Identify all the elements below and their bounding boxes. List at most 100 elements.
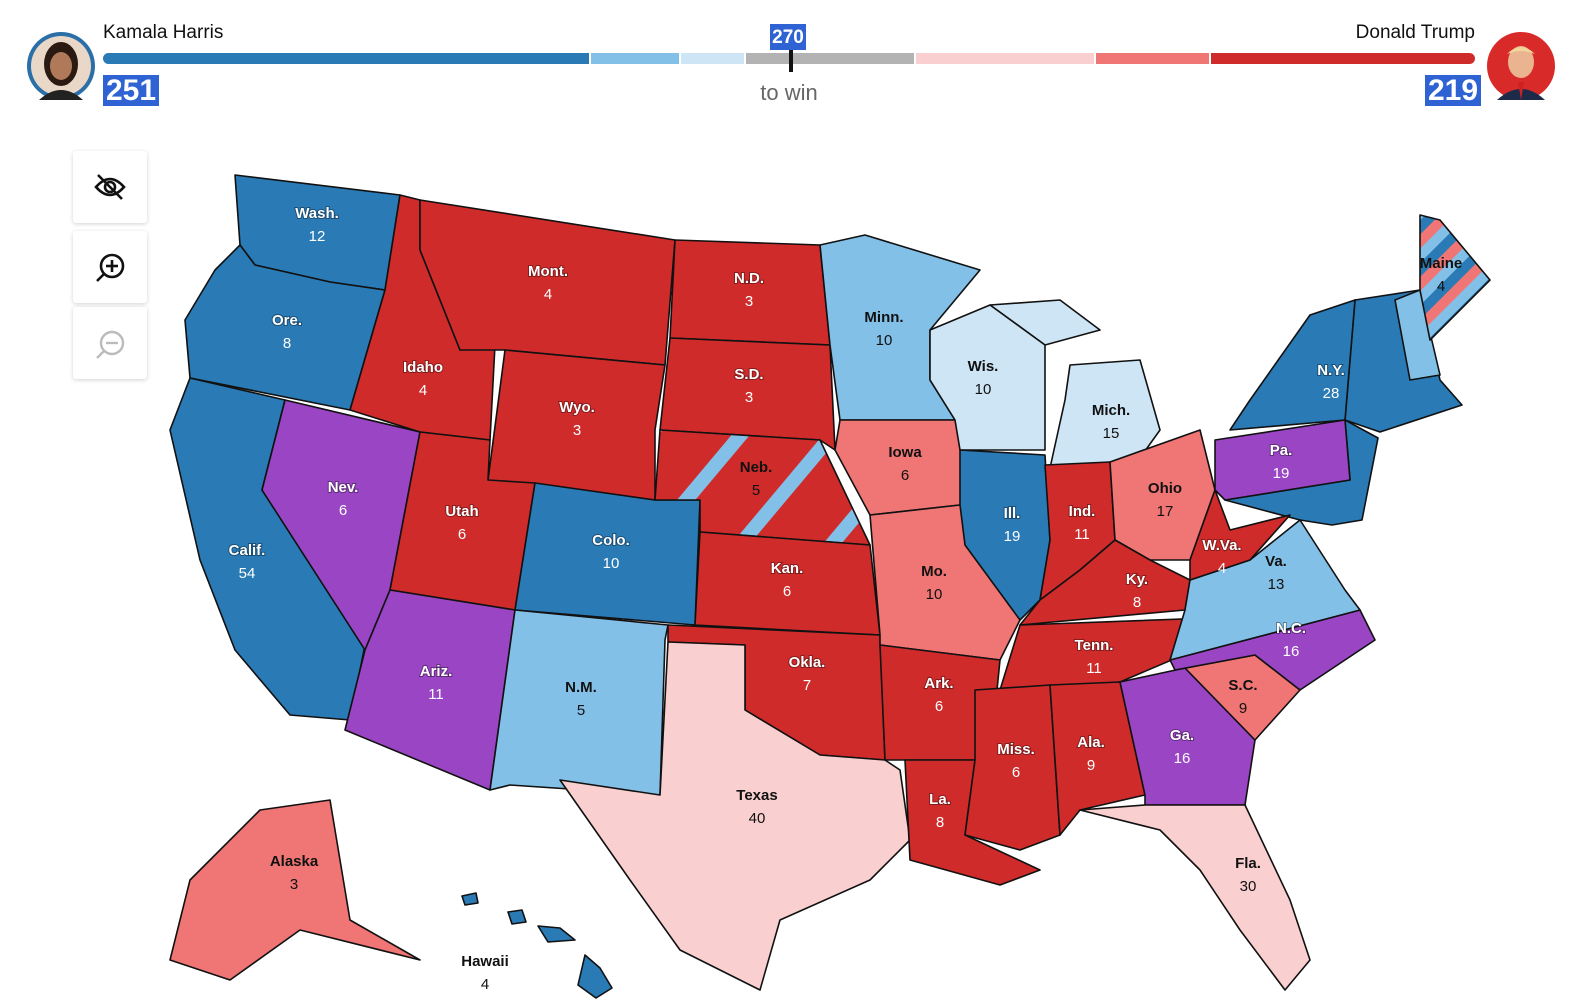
state[interactable] <box>344 589 516 791</box>
hawaii-island[interactable] <box>577 954 613 999</box>
state-votes: 6 <box>935 698 943 715</box>
state-votes: 16 <box>1174 750 1191 767</box>
bar-likely-rep <box>1096 53 1209 64</box>
state-name: Utah <box>445 503 478 520</box>
state-name: Tenn. <box>1075 637 1114 654</box>
state-name: Ariz. <box>420 663 453 680</box>
state-name: Neb. <box>740 459 773 476</box>
state-name: S.D. <box>734 366 763 383</box>
state-votes: 3 <box>290 876 298 893</box>
state-votes: 6 <box>458 526 466 543</box>
state-votes: 54 <box>239 565 256 582</box>
harris-total: 251 <box>103 75 160 106</box>
state-name: Iowa <box>888 444 922 461</box>
state-votes: 6 <box>339 502 347 519</box>
state-name: Ind. <box>1069 503 1096 520</box>
hide-icon <box>94 174 126 200</box>
state-name: Mich. <box>1092 402 1130 419</box>
state-name: Texas <box>736 787 777 804</box>
state-name: W.Va. <box>1202 537 1241 554</box>
state-name: N.C. <box>1276 620 1306 637</box>
state-votes: 9 <box>1087 757 1095 774</box>
state-votes: 28 <box>1323 385 1340 402</box>
state-name: Colo. <box>592 532 630 549</box>
state-votes: 13 <box>1268 576 1285 593</box>
state-name: Mo. <box>921 563 947 580</box>
new-hampshire[interactable] <box>1394 289 1441 381</box>
threshold-label: to win <box>760 80 818 105</box>
state-name: Idaho <box>403 359 443 376</box>
state[interactable] <box>1019 539 1191 626</box>
state-name: N.D. <box>734 270 764 287</box>
state-name: Hawaii <box>461 953 509 970</box>
candidate-name: Donald Trump <box>1355 22 1475 43</box>
state-votes: 4 <box>481 976 489 993</box>
zoom-out-button[interactable] <box>73 307 147 379</box>
state-votes: 16 <box>1283 643 1300 660</box>
state-name: Wyo. <box>559 399 595 416</box>
threshold-votes: 270 <box>770 24 806 50</box>
state-votes: 8 <box>936 814 944 831</box>
state[interactable] <box>659 337 836 451</box>
state-name: Pa. <box>1270 442 1293 459</box>
state[interactable] <box>1079 804 1311 991</box>
state-votes: 11 <box>428 686 444 703</box>
state[interactable] <box>1229 299 1356 431</box>
state-votes: 11 <box>1074 526 1090 543</box>
state-votes: 10 <box>926 586 943 603</box>
state-votes: 5 <box>752 482 760 499</box>
state-name: Maine <box>1420 255 1463 272</box>
state[interactable] <box>999 617 1211 691</box>
state-votes: 4 <box>544 286 552 303</box>
state[interactable] <box>487 349 666 501</box>
state-name: Okla. <box>789 654 826 671</box>
state-name: Ore. <box>272 312 302 329</box>
hide-button[interactable] <box>73 151 147 223</box>
state-votes: 10 <box>975 381 992 398</box>
bar-likely-dem <box>591 53 679 64</box>
state-votes: 3 <box>745 293 753 310</box>
state[interactable] <box>559 641 911 991</box>
state-votes: 9 <box>1239 700 1247 717</box>
state-votes: 10 <box>876 332 893 349</box>
state[interactable] <box>514 482 701 626</box>
state-name: Alaska <box>270 853 319 870</box>
state-votes: 15 <box>1103 425 1120 442</box>
state-name: Ohio <box>1148 480 1182 497</box>
state-name: S.C. <box>1228 677 1257 694</box>
state-name: Mont. <box>528 263 568 280</box>
state[interactable] <box>1169 519 1361 661</box>
state-name: Nev. <box>328 479 359 496</box>
state-name: Kan. <box>771 560 804 577</box>
state-votes: 6 <box>783 583 791 600</box>
zoom-in-button[interactable] <box>73 231 147 303</box>
trump-total: 219 <box>1425 75 1482 106</box>
state[interactable] <box>929 304 1046 451</box>
state-name: La. <box>929 791 951 808</box>
state-votes: 11 <box>1086 660 1102 677</box>
bar-lean-dem <box>681 53 744 64</box>
state-votes: 3 <box>573 422 581 439</box>
hawaii-island[interactable] <box>461 892 479 906</box>
state-name: Ga. <box>1170 727 1194 744</box>
state-votes: 19 <box>1273 465 1290 482</box>
state-name: Fla. <box>1235 855 1261 872</box>
state-name: Ark. <box>924 675 953 692</box>
hawaii-island[interactable] <box>537 925 576 943</box>
state-votes: 19 <box>1004 528 1021 545</box>
state[interactable] <box>1419 214 1491 341</box>
state-votes: 17 <box>1157 503 1174 520</box>
state-votes: 10 <box>603 555 620 572</box>
state-votes: 8 <box>283 335 291 352</box>
hawaii-island[interactable] <box>507 909 527 925</box>
trump-avatar <box>1487 32 1555 100</box>
state-votes: 5 <box>577 702 585 719</box>
state-name: Minn. <box>864 309 903 326</box>
state-votes: 4 <box>1218 560 1226 577</box>
state[interactable] <box>169 799 421 981</box>
state[interactable] <box>419 199 676 366</box>
state[interactable] <box>1214 419 1351 501</box>
state[interactable] <box>1049 681 1146 836</box>
state-votes: 12 <box>309 228 326 245</box>
